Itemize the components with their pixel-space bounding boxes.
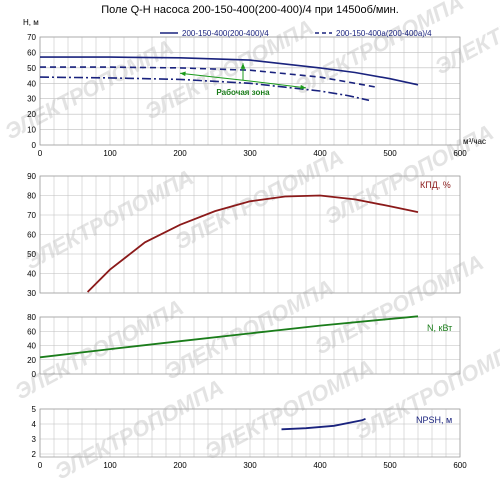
x-tick-label: 0 <box>38 461 43 470</box>
y-tick-label: 30 <box>27 95 36 104</box>
y-tick-label: 20 <box>27 110 36 119</box>
y-tick-label: 70 <box>27 211 36 220</box>
legend-entry: 200-150-400(200-400)/4 <box>182 29 269 38</box>
x-axis-label: м³/час <box>463 137 486 146</box>
chart-title: Поле Q-H насоса 200-150-400(200-400)/4 п… <box>101 4 399 16</box>
plot-frame <box>39 175 461 294</box>
series-label: NPSH, м <box>416 415 452 425</box>
watermark-text: ЭЛЕКТРОПОМПА <box>311 250 488 360</box>
y-tick-label: 10 <box>27 126 36 135</box>
watermark-text: ЭЛЕКТРОПОМПА <box>11 295 188 405</box>
y-tick-label: 50 <box>27 64 36 73</box>
y-tick-label: 80 <box>27 192 36 201</box>
x-tick-label: 500 <box>383 461 397 470</box>
watermark-text: ЭЛЕКТРОПОМПА <box>161 275 338 385</box>
y-tick-label: 4 <box>32 420 37 429</box>
y-tick-label: 40 <box>27 79 36 88</box>
x-tick-label: 600 <box>453 149 467 158</box>
watermark-text: ЭЛЕКТРОПОМПА <box>51 375 228 485</box>
watermark-text: ЭЛЕКТРОПОМПА <box>201 355 378 465</box>
x-tick-label: 100 <box>103 461 117 470</box>
x-tick-label: 600 <box>453 461 467 470</box>
npsh-panel: 2 3 4 5 0 100 200 300 400 500 600 NPSH, м <box>32 405 468 470</box>
y-tick-label: 0 <box>32 370 37 379</box>
qh-series-line <box>40 66 377 88</box>
x-tick-label: 0 <box>38 149 43 158</box>
plot-frame <box>39 36 461 146</box>
watermark-text: ЭЛЕКТРОПОМПА <box>21 165 198 275</box>
zone-arrow-head <box>180 71 186 77</box>
working-zone-label: Рабочая зона <box>216 88 270 97</box>
y-tick-label: 20 <box>27 356 36 365</box>
y-tick-label: 60 <box>27 231 36 240</box>
x-tick-label: 200 <box>173 461 187 470</box>
y-tick-label: 40 <box>27 270 36 279</box>
series-line <box>281 417 366 431</box>
zone-arrow <box>242 79 307 89</box>
y-axis-label: H, м <box>23 18 39 27</box>
y-tick-label: 60 <box>27 327 36 336</box>
zone-arrow-head <box>240 63 246 69</box>
x-tick-label: 200 <box>173 149 187 158</box>
y-tick-label: 30 <box>27 289 36 298</box>
y-tick-label: 60 <box>27 48 36 57</box>
watermark-layer: ЭЛЕКТРОПОМПАЭЛЕКТРОПОМПАЭЛЕКТРОПОМПАЭЛЕК… <box>1 0 500 484</box>
x-tick-label: 300 <box>243 149 257 158</box>
zone-arrow <box>179 72 244 81</box>
qh-panel: 0 10 20 30 40 50 60 70 0 100 200 300 400 500 600 H, м м³… <box>23 18 486 158</box>
watermark-text: ЭЛЕКТРОПОМПА <box>351 335 500 445</box>
qh-series-line <box>40 56 419 86</box>
x-tick-label: 400 <box>313 149 327 158</box>
efficiency-panel: 30 40 50 60 70 80 90 КПД, % <box>27 172 461 298</box>
plot-frame <box>39 408 461 458</box>
y-tick-label: 90 <box>27 172 36 181</box>
zone-arrow-head <box>300 84 306 90</box>
y-tick-label: 40 <box>27 342 36 351</box>
series-label: N, кВт <box>427 323 452 333</box>
watermark-text: ЭЛЕКТРОПОМПА <box>321 120 498 230</box>
x-tick-label: 500 <box>383 149 397 158</box>
qh-series-line <box>39 76 370 102</box>
y-tick-label: 0 <box>32 141 37 150</box>
y-tick-label: 70 <box>27 33 36 42</box>
power-panel: 0 20 40 60 80 N, кВт <box>27 313 461 379</box>
series-label: КПД, % <box>420 180 451 190</box>
y-tick-label: 5 <box>32 405 37 414</box>
x-tick-label: 300 <box>243 461 257 470</box>
series-line <box>86 194 419 293</box>
x-tick-label: 400 <box>313 461 327 470</box>
x-tick-label: 100 <box>103 149 117 158</box>
y-tick-label: 50 <box>27 250 36 259</box>
legend-entry: 200-150-400а(200-400а)/4 <box>336 29 432 38</box>
y-tick-label: 2 <box>32 450 37 459</box>
series-line <box>39 315 419 359</box>
plot-frame <box>39 316 461 375</box>
y-tick-label: 3 <box>32 435 37 444</box>
y-tick-label: 80 <box>27 313 36 322</box>
